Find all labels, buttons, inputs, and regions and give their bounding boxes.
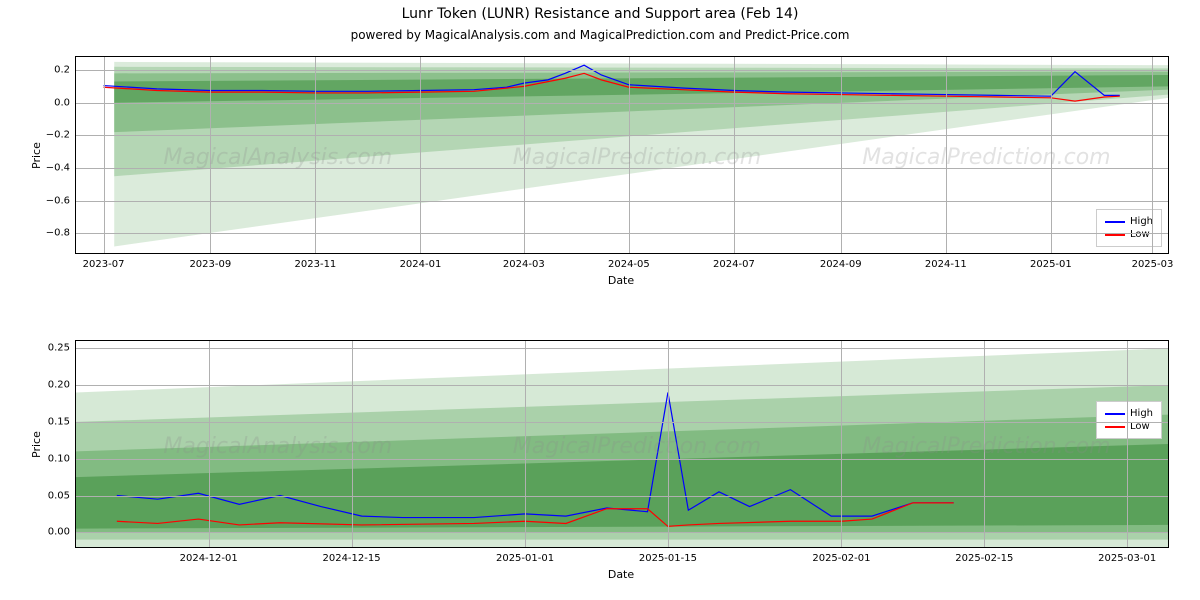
xtick-label: 2023-09 — [189, 253, 231, 270]
top-chart-ylabel: Price — [30, 142, 43, 169]
bottom-chart-xlabel: Date — [75, 568, 1167, 581]
legend-label: High — [1130, 216, 1153, 227]
top-chart-axes: HighLow −0.8−0.6−0.4−0.20.00.22023-07202… — [75, 56, 1169, 254]
gridline-h — [76, 103, 1168, 104]
xtick-label: 2024-12-01 — [180, 547, 238, 564]
gridline-v — [1127, 341, 1128, 547]
xtick-label: 2024-05 — [608, 253, 650, 270]
ytick-label: 0.25 — [48, 343, 76, 354]
gridline-h — [76, 348, 1168, 349]
xtick-label: 2024-03 — [503, 253, 545, 270]
watermark: MagicalPrediction.com — [513, 145, 761, 170]
gridline-h — [76, 532, 1168, 533]
xtick-label: 2024-01 — [400, 253, 442, 270]
xtick-label: 2025-01-15 — [639, 547, 697, 564]
xtick-label: 2025-01 — [1030, 253, 1072, 270]
legend-swatch — [1105, 426, 1125, 428]
ytick-label: 0.20 — [48, 380, 76, 391]
gridline-v — [420, 57, 421, 253]
xtick-label: 2024-09 — [820, 253, 862, 270]
figure: Lunr Token (LUNR) Resistance and Support… — [0, 0, 1200, 600]
ytick-label: −0.6 — [46, 195, 76, 206]
xtick-label: 2024-07 — [713, 253, 755, 270]
watermark: MagicalPrediction.com — [862, 434, 1110, 459]
xtick-label: 2025-03 — [1132, 253, 1174, 270]
legend-item: High — [1105, 216, 1153, 227]
gridline-h — [76, 422, 1168, 423]
ytick-label: 0.05 — [48, 490, 76, 501]
ytick-label: 0.15 — [48, 416, 76, 427]
gridline-v — [841, 341, 842, 547]
legend-label: Low — [1130, 229, 1150, 240]
xtick-label: 2023-07 — [83, 253, 125, 270]
chart-subtitle: powered by MagicalAnalysis.com and Magic… — [0, 28, 1200, 42]
watermark: MagicalAnalysis.com — [163, 145, 392, 170]
chart-title: Lunr Token (LUNR) Resistance and Support… — [0, 6, 1200, 22]
gridline-h — [76, 385, 1168, 386]
gridline-h — [76, 459, 1168, 460]
gridline-v — [1152, 57, 1153, 253]
xtick-label: 2023-11 — [295, 253, 337, 270]
legend-swatch — [1105, 413, 1125, 415]
ytick-label: 0.00 — [48, 527, 76, 538]
gridline-h — [76, 233, 1168, 234]
watermark: MagicalPrediction.com — [862, 145, 1110, 170]
top-chart-xlabel: Date — [75, 274, 1167, 287]
bottom-chart-ylabel: Price — [30, 431, 43, 458]
gridline-v — [841, 57, 842, 253]
xtick-label: 2024-12-15 — [322, 547, 380, 564]
gridline-h — [76, 201, 1168, 202]
ytick-label: 0.2 — [54, 65, 76, 76]
ytick-label: −0.4 — [46, 163, 76, 174]
watermark: MagicalPrediction.com — [513, 434, 761, 459]
ytick-label: 0.10 — [48, 453, 76, 464]
xtick-label: 2025-03-01 — [1098, 547, 1156, 564]
legend-swatch — [1105, 221, 1125, 223]
legend-label: High — [1130, 408, 1153, 419]
ytick-label: 0.0 — [54, 97, 76, 108]
xtick-label: 2025-02-01 — [812, 547, 870, 564]
watermark: MagicalAnalysis.com — [163, 434, 392, 459]
gridline-h — [76, 135, 1168, 136]
xtick-label: 2025-02-15 — [955, 547, 1013, 564]
xtick-label: 2024-11 — [925, 253, 967, 270]
ytick-label: −0.8 — [46, 228, 76, 239]
ytick-label: −0.2 — [46, 130, 76, 141]
gridline-v — [104, 57, 105, 253]
gridline-h — [76, 496, 1168, 497]
legend-item: Low — [1105, 229, 1153, 240]
gridline-h — [76, 70, 1168, 71]
xtick-label: 2025-01-01 — [496, 547, 554, 564]
bottom-chart-axes: HighLow 0.000.050.100.150.200.252024-12-… — [75, 340, 1169, 548]
legend-item: High — [1105, 408, 1153, 419]
